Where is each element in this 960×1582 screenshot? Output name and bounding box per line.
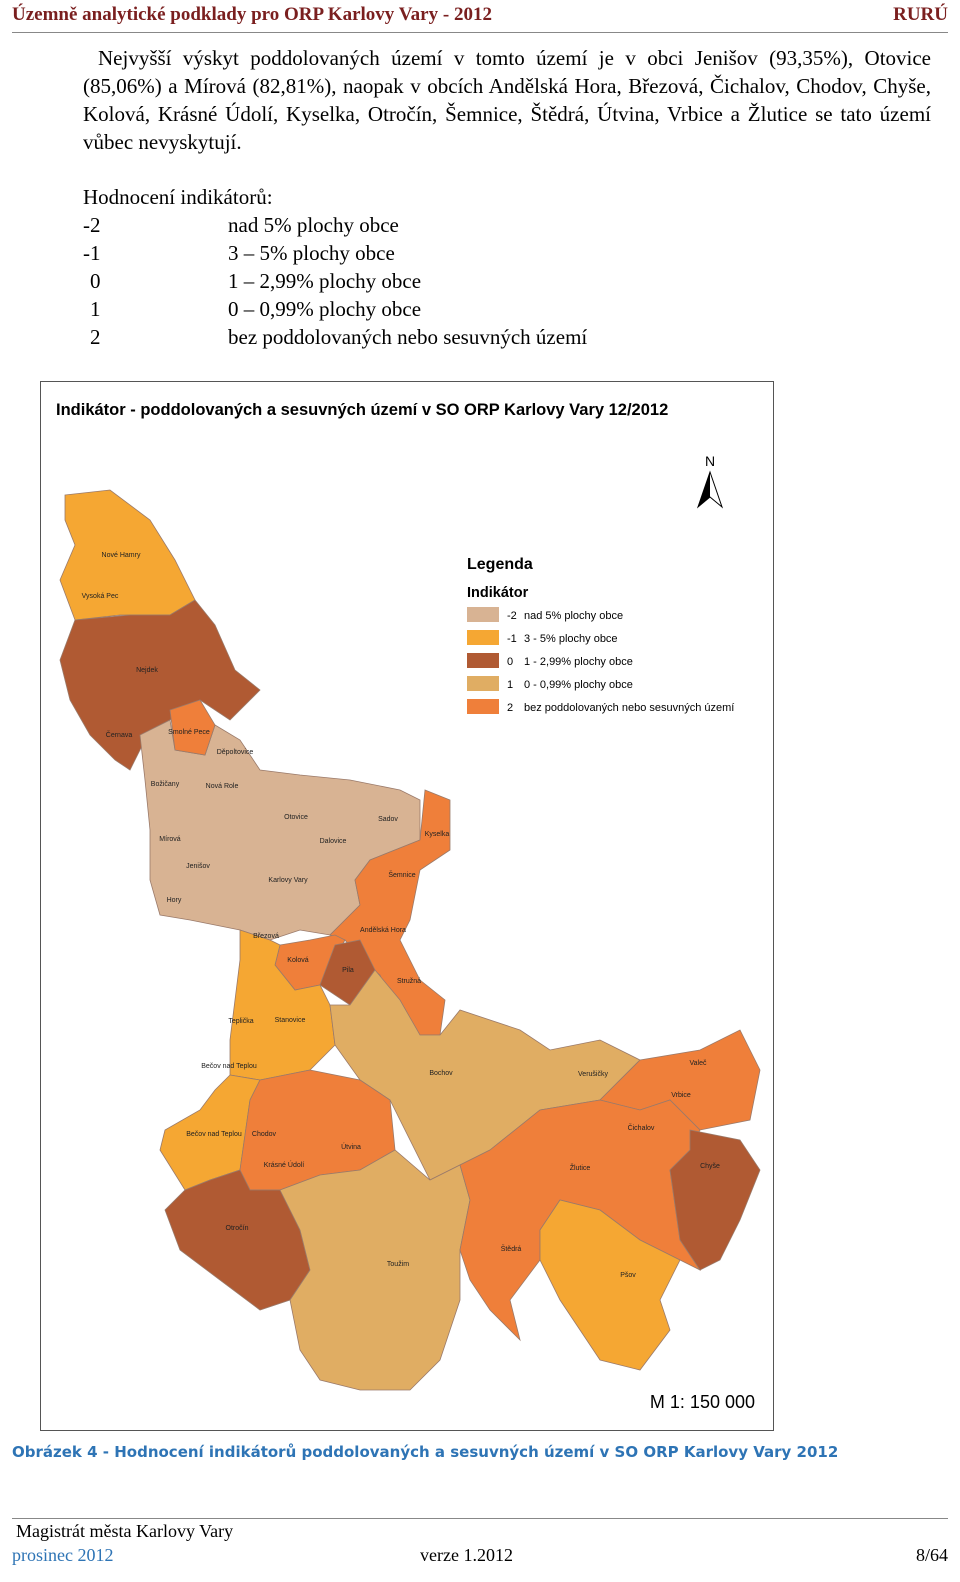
rating-code: 2 — [90, 325, 101, 349]
legend-code: 0 — [507, 656, 513, 668]
north-label: N — [705, 453, 715, 469]
place-label: Čichalov — [628, 1123, 655, 1132]
place-label: Černava — [106, 730, 133, 739]
legend-code: -2 — [507, 610, 517, 622]
rating-row: -1 3 – 5% plochy obce — [83, 239, 587, 267]
place-label: Verušičky — [578, 1071, 608, 1078]
rating-code: -1 — [83, 241, 101, 265]
map-title: Indikátor - poddolovaných a sesuvných úz… — [56, 401, 668, 419]
rating-code: 0 — [90, 269, 101, 293]
legend-code: -1 — [507, 633, 517, 645]
place-label: Hory — [167, 897, 182, 904]
legend-code: 2 — [507, 702, 513, 714]
place-labels: Nové Hamry Vysoká Pec Nejdek Černava Smolné … — [82, 552, 720, 1279]
place-label: Smolné Pece — [168, 729, 210, 736]
rating-rows: -2 nad 5% plochy obce -1 3 – 5% plochy obce… — [83, 211, 587, 351]
rating-code: 1 — [90, 297, 101, 321]
rating-text: bez poddolovaných nebo sesuvných území — [228, 325, 588, 349]
legend-code: 1 — [507, 679, 513, 691]
place-label: Valeč — [690, 1060, 707, 1067]
paragraph: Nejvyšší výskyt poddolovaných území v to… — [83, 46, 931, 154]
place-label: Žlutice — [570, 1163, 591, 1172]
header-right: RURÚ — [893, 4, 948, 25]
place-label: Karlovy Vary — [268, 877, 308, 884]
region — [539, 1199, 681, 1371]
rating-row: -2 nad 5% plochy obce — [83, 211, 587, 239]
place-label: Dalovice — [320, 838, 347, 845]
place-label: Bochov — [429, 1070, 453, 1077]
legend-label: bez poddolovaných nebo sesuvných území — [524, 702, 734, 714]
header: Územně analytické podklady pro ORP Karlo… — [12, 2, 948, 33]
map: Indikátor - poddolovaných a sesuvných úz… — [40, 381, 774, 1431]
legend-swatch — [467, 699, 499, 714]
legend-label: 0 - 0,99% plochy obce — [524, 679, 633, 691]
place-label: Chyše — [700, 1163, 720, 1170]
rating-code: -2 — [83, 213, 101, 237]
legend-swatch — [467, 653, 499, 668]
place-label: Toužim — [387, 1261, 409, 1268]
place-label: Mírová — [159, 836, 181, 843]
region — [279, 1149, 471, 1391]
legend-label: nad 5% plochy obce — [524, 610, 623, 622]
place-label: Teplička — [228, 1018, 253, 1025]
place-label: Otovice — [284, 814, 308, 821]
place-label: Bečov nad Teplou — [186, 1131, 242, 1138]
place-label: Božičany — [151, 781, 180, 788]
footer-date: prosinec 2012 — [12, 1545, 114, 1565]
place-label: Děpoltovice — [217, 749, 254, 756]
legend-swatch — [467, 676, 499, 691]
legend-subtitle: Indikátor — [467, 585, 529, 601]
legend-label: 1 - 2,99% plochy obce — [524, 656, 633, 668]
place-label: Jenišov — [186, 863, 210, 870]
region — [329, 969, 641, 1181]
place-label: Nová Role — [206, 783, 239, 790]
rating-text: 3 – 5% plochy obce — [228, 241, 395, 265]
footer-page: 8/64 — [915, 1545, 948, 1565]
place-label: Otročín — [226, 1225, 249, 1232]
place-label: Pšov — [620, 1272, 636, 1279]
map-scale: M 1: 150 000 — [650, 1392, 755, 1412]
place-label: Vrbice — [671, 1092, 691, 1099]
place-label: Útvina — [341, 1142, 361, 1151]
place-label: Nové Hamry — [102, 552, 141, 559]
legend-swatch — [467, 630, 499, 645]
rating-heading: Hodnocení indikátorů: — [83, 185, 273, 209]
caption: Obrázek 4 - Hodnocení indikátorů poddolo… — [12, 1443, 839, 1461]
place-label: Stružná — [397, 978, 421, 985]
legend-label: 3 - 5% plochy obce — [524, 633, 618, 645]
regions — [59, 489, 761, 1391]
rating-row: 0 1 – 2,99% plochy obce — [83, 267, 587, 295]
legend-title: Legenda — [467, 556, 533, 573]
place-label: Chodov — [252, 1131, 277, 1138]
footer-version: verze 1.2012 — [420, 1545, 513, 1565]
place-label: Andělská Hora — [360, 927, 406, 934]
place-label: Bečov nad Teplou — [201, 1063, 257, 1070]
place-label: Šemnice — [388, 870, 415, 879]
rating-text: nad 5% plochy obce — [228, 213, 399, 237]
region — [669, 1129, 761, 1271]
place-label: Sadov — [378, 816, 398, 823]
region — [169, 699, 216, 756]
place-label: Vysoká Pec — [82, 593, 119, 600]
rating: Hodnocení indikátorů: -2 nad 5% plochy ob… — [83, 183, 587, 351]
place-label: Pila — [342, 967, 354, 974]
legend: -2 nad 5% plochy obce -1 3 - 5% plochy obce… — [467, 607, 734, 714]
place-label: Kolová — [287, 957, 309, 964]
place-label: Nejdek — [136, 667, 158, 674]
rating-text: 0 – 0,99% plochy obce — [228, 297, 422, 321]
place-label: Kyselka — [425, 831, 450, 838]
place-label: Krásné Údolí — [264, 1160, 305, 1169]
legend-swatch — [467, 607, 499, 622]
header-title: Územně analytické podklady pro ORP Karlo… — [12, 4, 492, 25]
footer: Magistrát města Karlovy Vary prosinec 20… — [12, 1518, 948, 1565]
north-arrow-half — [698, 472, 710, 507]
place-label: Stanovice — [275, 1017, 306, 1024]
footer-org: Magistrát města Karlovy Vary — [16, 1521, 234, 1541]
place-label: Březová — [253, 933, 279, 940]
rating-row: 2 bez poddolovaných nebo sesuvných území — [83, 323, 587, 351]
rating-text: 1 – 2,99% plochy obce — [228, 269, 422, 293]
rating-row: 1 0 – 0,99% plochy obce — [83, 295, 587, 323]
place-label: Štědrá — [501, 1244, 522, 1253]
